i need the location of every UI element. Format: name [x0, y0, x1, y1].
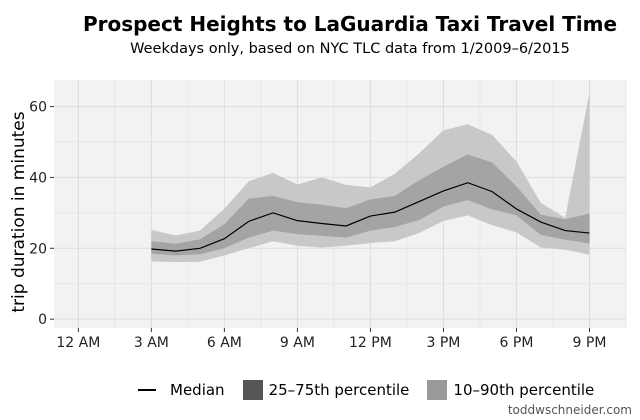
credit-text: toddwschneider.com: [507, 403, 632, 417]
grid-lines: [54, 80, 627, 328]
x-tick-label: 3 AM: [134, 335, 169, 351]
band-25-75: [151, 154, 590, 256]
x-tick-label: 6 AM: [207, 335, 242, 351]
x-axis-ticks: 12 AM 3 AM 6 AM 9 AM 12 PM 3 PM 6 PM 9 PM: [56, 328, 606, 351]
chart-title: Prospect Heights to LaGuardia Taxi Trave…: [82, 12, 618, 36]
y-axis-label: trip duration in minutes: [9, 111, 29, 312]
x-tick-label: 12 AM: [56, 335, 100, 351]
p10-90-swatch: [427, 380, 448, 400]
y-tick-label: 20: [29, 241, 47, 257]
iqr-swatch: [242, 380, 263, 400]
x-tick-label: 9 AM: [280, 335, 315, 351]
x-tick-label: 3 PM: [427, 335, 461, 351]
x-tick-label: 12 PM: [349, 335, 392, 351]
median-swatch: [138, 389, 156, 391]
legend: Median 25–75th percentile 10–90th percen…: [138, 380, 612, 400]
legend-label-iqr: 25–75th percentile: [268, 381, 410, 399]
x-tick-label: 9 PM: [573, 335, 607, 351]
legend-item-median: Median: [138, 381, 225, 399]
x-tick-label: 6 PM: [500, 335, 534, 351]
y-tick-label: 40: [29, 170, 47, 186]
legend-item-p10-90: 10–90th percentile: [427, 380, 594, 400]
y-tick-label: 60: [29, 100, 47, 116]
legend-label-p10-90: 10–90th percentile: [453, 381, 595, 399]
y-axis-ticks: 0 20 40 60: [29, 100, 54, 328]
legend-label-median: Median: [170, 381, 225, 399]
y-tick-label: 0: [38, 312, 47, 328]
legend-item-iqr: 25–75th percentile: [242, 380, 410, 400]
chart-subtitle: Weekdays only, based on NYC TLC data fro…: [130, 41, 570, 57]
median-line: [151, 182, 590, 252]
